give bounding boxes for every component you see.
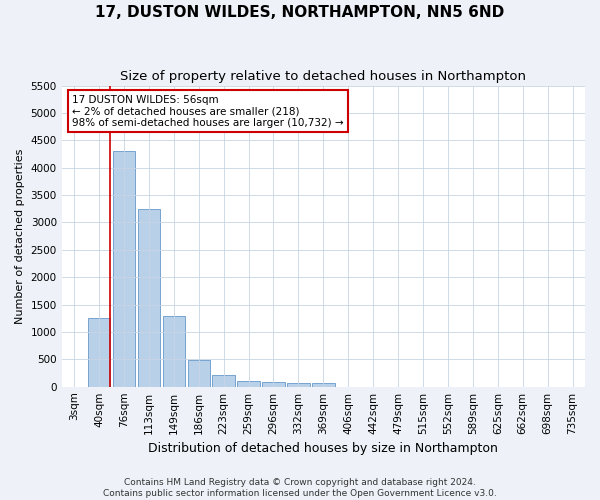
Bar bbox=[137, 208, 160, 386]
Bar bbox=[188, 360, 210, 386]
Y-axis label: Number of detached properties: Number of detached properties bbox=[15, 148, 25, 324]
Text: 17 DUSTON WILDES: 56sqm
← 2% of detached houses are smaller (218)
98% of semi-de: 17 DUSTON WILDES: 56sqm ← 2% of detached… bbox=[72, 94, 344, 128]
Text: Contains HM Land Registry data © Crown copyright and database right 2024.
Contai: Contains HM Land Registry data © Crown c… bbox=[103, 478, 497, 498]
Bar bbox=[287, 383, 310, 386]
Bar bbox=[262, 382, 285, 386]
Text: 17, DUSTON WILDES, NORTHAMPTON, NN5 6ND: 17, DUSTON WILDES, NORTHAMPTON, NN5 6ND bbox=[95, 5, 505, 20]
Bar bbox=[312, 384, 335, 386]
X-axis label: Distribution of detached houses by size in Northampton: Distribution of detached houses by size … bbox=[148, 442, 498, 455]
Title: Size of property relative to detached houses in Northampton: Size of property relative to detached ho… bbox=[121, 70, 526, 83]
Bar bbox=[238, 380, 260, 386]
Bar bbox=[163, 316, 185, 386]
Bar bbox=[88, 318, 110, 386]
Bar bbox=[212, 374, 235, 386]
Bar bbox=[113, 152, 135, 386]
